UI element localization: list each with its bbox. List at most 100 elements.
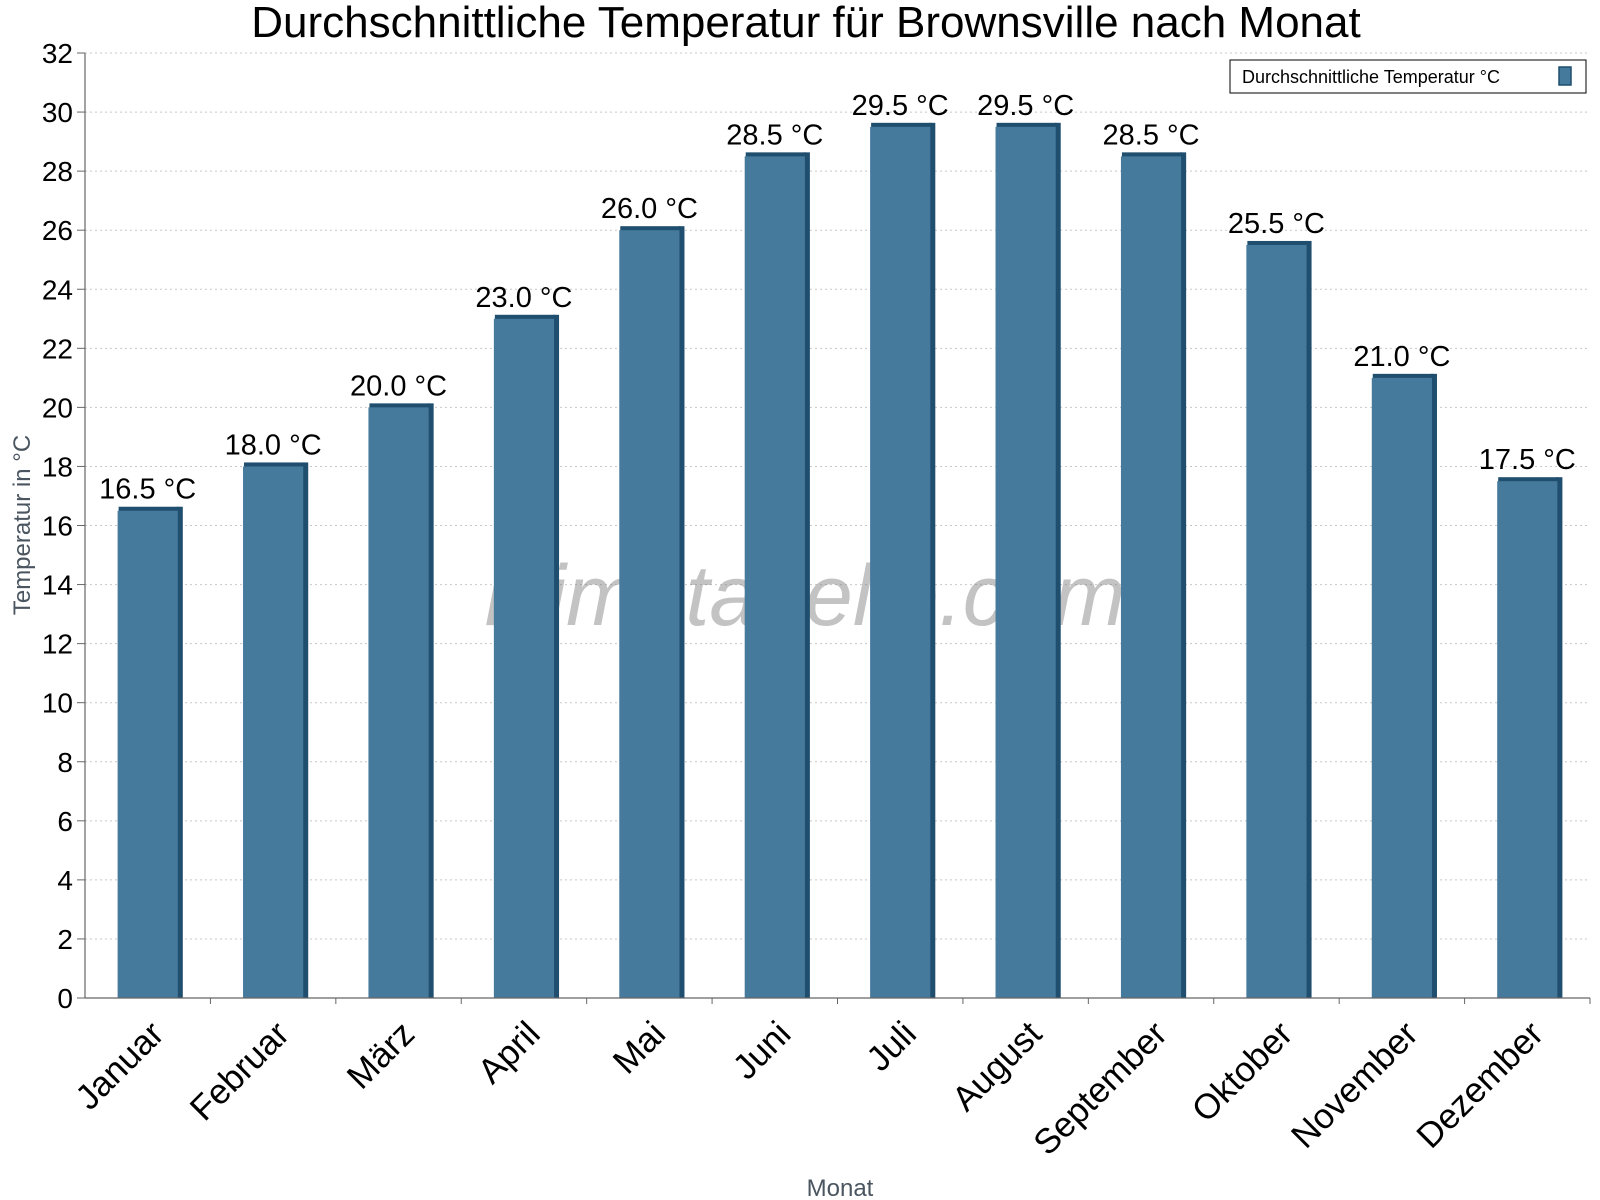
bar-side	[1305, 240, 1312, 998]
bar-side	[678, 226, 685, 998]
y-tick-label: 30	[42, 97, 73, 128]
data-label: 17.5 °C	[1479, 444, 1576, 476]
legend-label: Durchschnittliche Temperatur °C	[1242, 67, 1500, 87]
bar-face	[493, 318, 555, 998]
x-tick-label: September	[1026, 1014, 1175, 1163]
bar	[493, 314, 560, 998]
x-tick-label: Januar	[68, 1014, 171, 1117]
bar-side	[302, 462, 309, 998]
x-tick-label: Februar	[183, 1014, 297, 1128]
data-label: 23.0 °C	[475, 282, 572, 314]
bar-side	[427, 403, 434, 998]
y-tick-label: 12	[42, 629, 73, 660]
x-tick-label: März	[340, 1014, 423, 1097]
data-label: 16.5 °C	[99, 474, 196, 506]
bar-top	[1121, 152, 1183, 159]
bar-side	[1180, 152, 1187, 998]
bar	[368, 403, 434, 998]
bar-top	[369, 403, 430, 410]
bar-side	[553, 314, 560, 998]
bar-top	[1498, 477, 1559, 484]
legend-swatch	[1558, 66, 1572, 86]
y-tick-label: 6	[57, 806, 73, 837]
bar	[243, 462, 309, 998]
bar-face	[619, 230, 680, 998]
bar-side	[929, 122, 936, 998]
y-tick-label: 14	[42, 570, 73, 601]
bar-top	[871, 122, 932, 129]
bar	[1497, 477, 1563, 998]
bar-side	[1556, 477, 1563, 998]
data-label: 18.0 °C	[225, 429, 322, 461]
bar-face	[1497, 481, 1558, 998]
bar	[1246, 240, 1312, 998]
y-tick-label: 10	[42, 688, 73, 719]
x-tick-label: Oktober	[1185, 1014, 1301, 1130]
bar-face	[1371, 377, 1432, 998]
bar-face	[744, 156, 805, 998]
x-tick-label: Mai	[606, 1014, 673, 1081]
y-tick-label: 20	[42, 392, 73, 423]
y-tick-label: 24	[42, 274, 73, 305]
bar	[619, 226, 685, 998]
bar	[870, 122, 936, 998]
bar-top	[494, 314, 556, 321]
bar	[1120, 152, 1187, 998]
x-tick-label: November	[1284, 1014, 1426, 1156]
data-label: 21.0 °C	[1353, 341, 1450, 373]
bar-side	[1054, 122, 1061, 998]
y-tick-label: 18	[42, 451, 73, 482]
bar-side	[1430, 373, 1437, 998]
bar-face	[995, 126, 1056, 998]
data-label: 28.5 °C	[1103, 119, 1200, 151]
legend: Durchschnittliche Temperatur °C	[1229, 59, 1587, 94]
x-tick-label: Juni	[725, 1014, 798, 1087]
axes	[77, 52, 1591, 1004]
bar-face	[1246, 244, 1307, 998]
data-label: 20.0 °C	[350, 370, 447, 402]
bar-side	[176, 506, 183, 998]
y-tick-label: 2	[57, 924, 73, 955]
bar-face	[243, 466, 304, 998]
y-tick-label: 4	[57, 865, 73, 896]
data-label: 26.0 °C	[601, 193, 698, 225]
bar	[995, 122, 1061, 998]
bar-top	[996, 122, 1057, 129]
bar-top	[620, 226, 681, 233]
data-label: 28.5 °C	[726, 119, 823, 151]
data-label: 25.5 °C	[1228, 208, 1325, 240]
x-tick-label: August	[945, 1014, 1050, 1119]
y-tick-label: 8	[57, 747, 73, 778]
bar-face	[117, 510, 178, 998]
x-tick-label: April	[471, 1014, 548, 1091]
bar-top	[118, 506, 179, 513]
bar-top	[745, 152, 806, 159]
x-tick-label: Dezember	[1409, 1014, 1551, 1156]
bar-side	[803, 152, 810, 998]
y-tick-label: 28	[42, 156, 73, 187]
chart-title: Durchschnittliche Temperatur für Brownsv…	[251, 0, 1360, 47]
bar-top	[1247, 240, 1308, 247]
data-labels: 16.5 °C 18.0 °C 20.0 °C 23.0 °C 26.0 °C 28.5 …	[99, 90, 1576, 506]
bar	[117, 506, 183, 998]
y-tick-label: 32	[42, 38, 73, 69]
gridlines	[85, 52, 1590, 940]
bar-series	[117, 122, 1563, 998]
bar-face	[368, 407, 429, 998]
y-axis-label: Temperatur in °C	[9, 435, 36, 615]
bar-face	[870, 126, 931, 998]
bar	[744, 152, 810, 998]
data-label: 29.5 °C	[852, 90, 949, 122]
y-tick-label: 16	[42, 511, 73, 542]
x-tick-label: Juli	[859, 1014, 924, 1079]
y-tick-label: 26	[42, 215, 73, 246]
x-axis-label: Monat	[807, 1175, 874, 1200]
bar-face	[1120, 156, 1182, 998]
x-tick-labels: Januar Februar März April Mai Juni Juli AugustS…	[68, 1014, 1551, 1163]
bar-top	[244, 462, 305, 469]
data-label: 29.5 °C	[977, 90, 1074, 122]
legend-box	[1229, 59, 1587, 94]
y-tick-label: 0	[57, 983, 73, 1014]
